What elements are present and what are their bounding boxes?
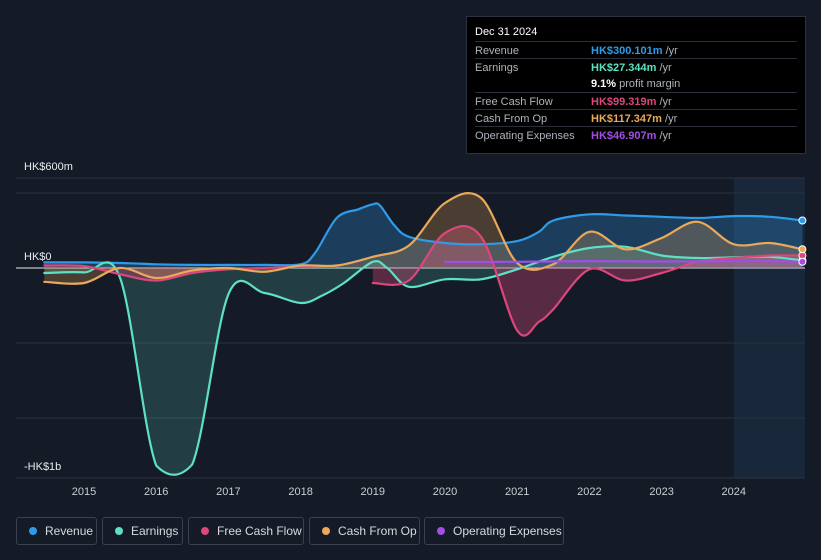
x-tick-label: 2017 [216, 486, 240, 498]
legend-earnings[interactable]: Earnings [102, 517, 183, 545]
tooltip-label: Revenue [475, 45, 520, 57]
revenue-line [43, 202, 804, 267]
revenue-area [44, 203, 803, 268]
legend-dot-icon [437, 527, 445, 535]
series-lines [43, 192, 804, 476]
cash-from-op-line [43, 192, 804, 285]
tooltip-row-earnings: Earnings HK$27.344m /yr [475, 58, 797, 76]
tooltip-value: HK$117.347m /yr [591, 113, 678, 125]
y-tick-label: HK$0 [24, 251, 52, 263]
x-tick-label: 2021 [505, 486, 529, 498]
tooltip-value: HK$27.344m /yr [591, 62, 672, 74]
y-axis-labels: HK$600m HK$0 -HK$1b [24, 161, 73, 473]
x-tick-label: 2024 [722, 486, 746, 498]
operating-expenses-end-point [798, 257, 807, 266]
legend-dot-icon [115, 527, 123, 535]
free-cash-flow-area [372, 226, 803, 336]
series-end-markers [798, 216, 807, 266]
legend-free-cash-flow[interactable]: Free Cash Flow [188, 517, 304, 545]
x-tick-label: 2023 [649, 486, 673, 498]
legend-label: Cash From Op [338, 524, 417, 538]
x-tick-label: 2016 [144, 486, 168, 498]
tooltip-row-margin: 9.1% profit margin [475, 75, 797, 92]
x-tick-label: 2022 [577, 486, 601, 498]
legend-label: Operating Expenses [453, 524, 562, 538]
legend-dot-icon [201, 527, 209, 535]
tooltip-row-fcf: Free Cash Flow HK$99.319m /yr [475, 92, 797, 110]
legend-operating-expenses[interactable]: Operating Expenses [424, 517, 564, 545]
tooltip-row-revenue: Revenue HK$300.101m /yr [475, 41, 797, 59]
y-tick-label: -HK$1b [24, 461, 61, 473]
tooltip-label: Free Cash Flow [475, 96, 553, 108]
x-tick-label: 2018 [288, 486, 312, 498]
earnings-line [43, 245, 804, 476]
legend-cash-from-op[interactable]: Cash From Op [309, 517, 420, 545]
tooltip: Dec 31 2024 Revenue HK$300.101m /yr Earn… [466, 16, 806, 154]
legend-revenue[interactable]: Revenue [16, 517, 97, 545]
legend-dot-icon [29, 527, 37, 535]
x-tick-label: 2020 [433, 486, 457, 498]
legend-label: Free Cash Flow [217, 524, 302, 538]
tooltip-label: Cash From Op [475, 113, 548, 125]
x-tick-label: 2015 [72, 486, 96, 498]
tooltip-label: Earnings [475, 62, 519, 74]
tooltip-row-cfo: Cash From Op HK$117.347m /yr [475, 109, 797, 127]
legend-label: Earnings [131, 524, 179, 538]
tooltip-value: HK$300.101m /yr [591, 45, 678, 57]
x-axis-labels: 2015 2016 2017 2018 2019 2020 2021 2022 2023 2024 [72, 486, 746, 498]
tooltip-date: Dec 31 2024 [475, 26, 538, 38]
free-cash-flow-line [371, 224, 804, 337]
y-tick-label: HK$600m [24, 161, 73, 173]
tooltip-label: Operating Expenses [475, 130, 575, 142]
gridlines [16, 177, 805, 479]
revenue-end-point [798, 216, 807, 225]
tooltip-value: 9.1% profit margin [591, 78, 681, 90]
legend-label: Revenue [45, 524, 94, 538]
tooltip-value: HK$46.907m /yr [591, 130, 672, 142]
forecast-band [733, 178, 805, 478]
x-tick-label: 2019 [361, 486, 385, 498]
operating-expenses-line [443, 259, 804, 263]
cash-from-op-end-point [798, 245, 807, 254]
series-areas [44, 193, 803, 475]
tooltip-row-opex: Operating Expenses HK$46.907m /yr [475, 126, 797, 144]
tooltip-value: HK$99.319m /yr [591, 96, 672, 108]
legend-dot-icon [322, 527, 330, 535]
